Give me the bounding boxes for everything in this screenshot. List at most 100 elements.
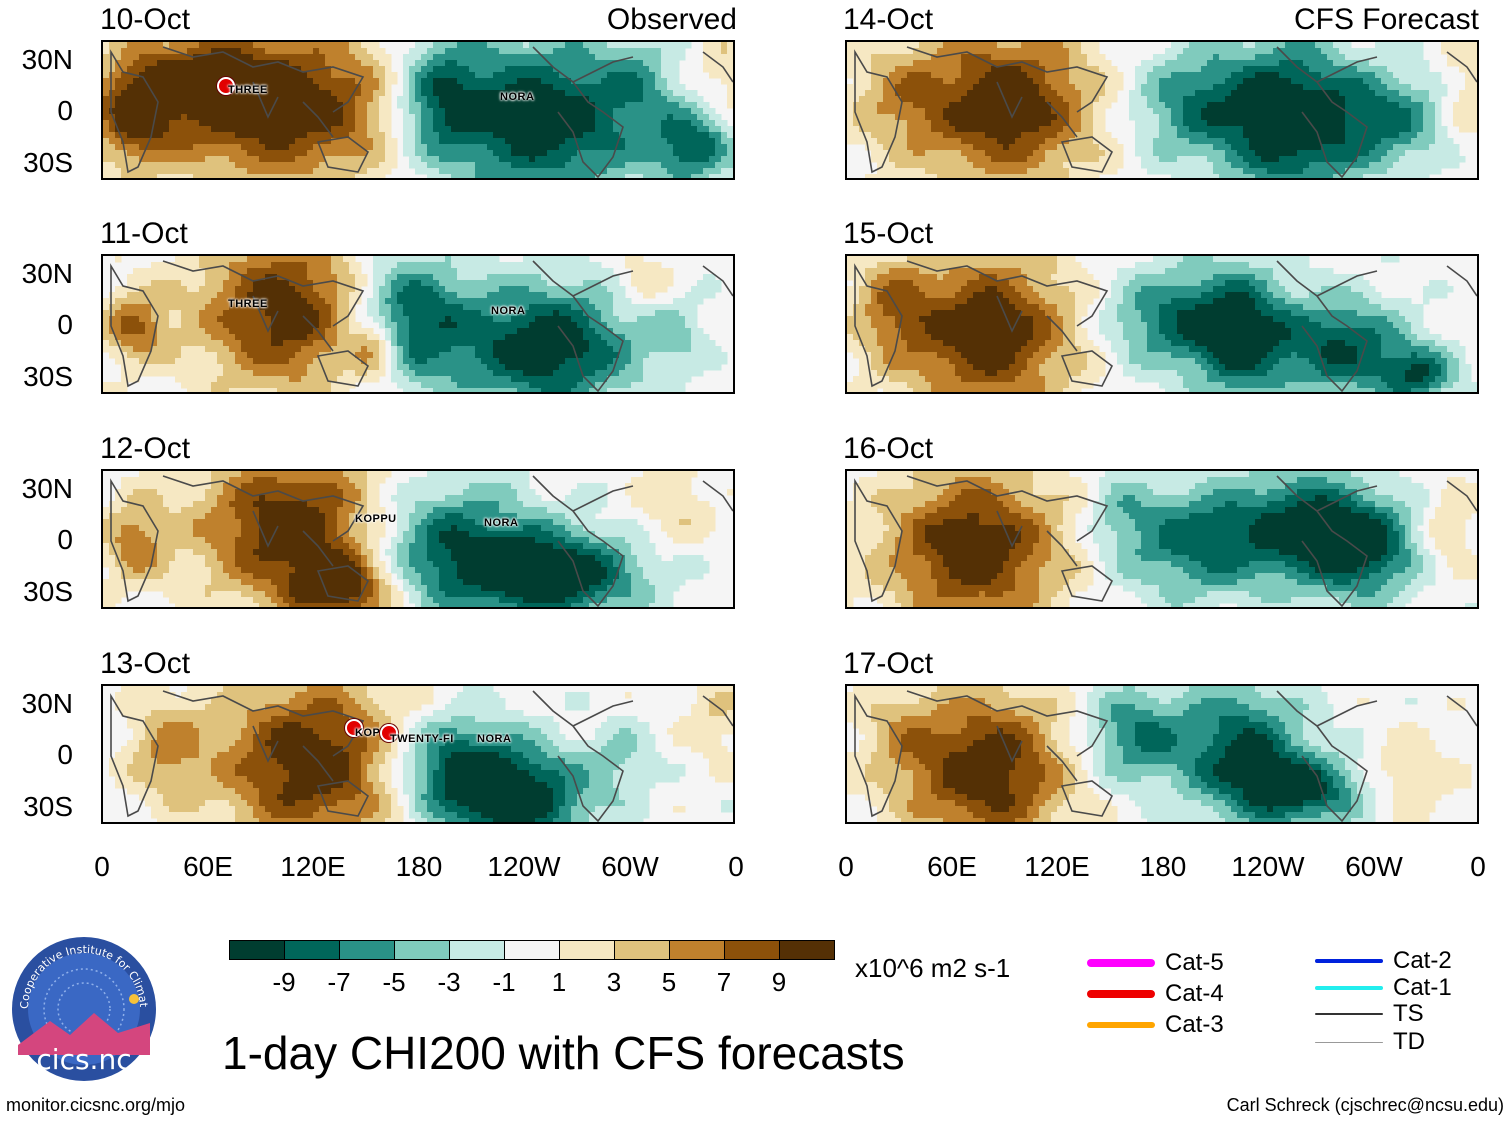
lon-label: 0 bbox=[1470, 851, 1486, 882]
coastline bbox=[1316, 700, 1378, 727]
coastline bbox=[1316, 270, 1378, 297]
coastline bbox=[532, 690, 624, 822]
colorbar-swatch bbox=[449, 940, 505, 960]
coastline bbox=[1276, 475, 1368, 607]
legend-line-cat-2 bbox=[1315, 959, 1383, 963]
lat-label: 30N bbox=[21, 688, 73, 719]
legend-label: Cat-3 bbox=[1165, 1011, 1224, 1038]
coastline bbox=[162, 46, 365, 113]
coastline bbox=[996, 725, 1023, 763]
coastline bbox=[532, 260, 624, 392]
panel-date-4: 13-Oct bbox=[100, 647, 191, 680]
lat-label: 30S bbox=[23, 361, 73, 392]
chi200-field bbox=[103, 686, 733, 822]
logo-text: cics.nc bbox=[36, 1043, 131, 1076]
coastline bbox=[252, 510, 279, 548]
lon-label: 0 bbox=[728, 851, 744, 882]
colorbar-swatch bbox=[229, 940, 285, 960]
coastline bbox=[252, 295, 279, 333]
coastline bbox=[702, 695, 733, 727]
footer-credit: Carl Schreck (cjschrec@ncsu.edu) bbox=[1226, 1095, 1504, 1115]
lon-label: 0 bbox=[94, 851, 110, 882]
coastline bbox=[906, 475, 1109, 542]
legend-label: Cat-1 bbox=[1393, 974, 1452, 1001]
coastline bbox=[302, 745, 334, 782]
storm-label: NORA bbox=[484, 517, 519, 529]
coastline bbox=[572, 270, 634, 297]
map-panel-5 bbox=[845, 40, 1479, 180]
coastline bbox=[702, 265, 733, 297]
legend-line-cat-4 bbox=[1087, 990, 1155, 998]
storm-marker-twenty-five bbox=[380, 724, 398, 742]
coastline bbox=[1446, 480, 1477, 512]
lon-label: 120W bbox=[487, 851, 561, 882]
coastline bbox=[1046, 315, 1078, 352]
chi200-field bbox=[847, 471, 1477, 607]
coastline bbox=[110, 693, 159, 818]
panel-date-1: 10-Oct bbox=[100, 3, 191, 36]
legend-line-cat-3 bbox=[1087, 1022, 1155, 1028]
lon-label: 60W bbox=[601, 851, 659, 882]
coastline bbox=[1446, 51, 1477, 83]
colorbar-label: 5 bbox=[661, 967, 677, 997]
coastline bbox=[1060, 136, 1114, 173]
legend-label: TD bbox=[1393, 1028, 1425, 1055]
coastline bbox=[1060, 565, 1114, 602]
chi200-field bbox=[103, 471, 733, 607]
map-panel-6 bbox=[845, 254, 1479, 394]
colorbar-units: x10^6 m2 s-1 bbox=[855, 953, 1011, 983]
panel-date-8: 17-Oct bbox=[843, 647, 934, 680]
map-panel-1 bbox=[101, 40, 735, 180]
colorbar-label: 1 bbox=[551, 967, 567, 997]
forecast-label: CFS Forecast bbox=[1293, 3, 1479, 36]
coastline bbox=[702, 480, 733, 512]
coastline bbox=[1446, 265, 1477, 297]
coastline bbox=[996, 295, 1023, 333]
legend-label: TS bbox=[1393, 1000, 1424, 1027]
coastline bbox=[316, 565, 370, 602]
map-panel-7 bbox=[845, 469, 1479, 609]
coastline bbox=[572, 485, 634, 512]
lat-label: 30N bbox=[21, 258, 73, 289]
lat-label: 0 bbox=[57, 95, 73, 126]
coastline bbox=[996, 510, 1023, 548]
coastline bbox=[1046, 101, 1078, 138]
map-panel-8 bbox=[845, 684, 1479, 824]
cics-logo: Cooperative Institute for Climate and Sa… bbox=[10, 935, 156, 1081]
chi200-field bbox=[103, 256, 733, 392]
lat-label: 30S bbox=[23, 576, 73, 607]
lon-label: 180 bbox=[1139, 851, 1187, 882]
coastline bbox=[1446, 695, 1477, 727]
coastline bbox=[854, 693, 903, 818]
map-panel-3 bbox=[101, 469, 735, 609]
legend-line-cat-1 bbox=[1315, 986, 1383, 990]
observed-label: Observed bbox=[606, 3, 737, 36]
panel-date-7: 16-Oct bbox=[843, 432, 934, 465]
lon-label: 120W bbox=[1231, 851, 1305, 882]
storm-label: NORA bbox=[477, 733, 512, 745]
coastline bbox=[702, 51, 733, 83]
coastline bbox=[302, 315, 334, 352]
coastline bbox=[162, 475, 365, 542]
coastline bbox=[162, 260, 365, 327]
legend-line-ts bbox=[1315, 1013, 1383, 1015]
panel-date-6: 15-Oct bbox=[843, 217, 934, 250]
colorbar-swatch bbox=[394, 940, 450, 960]
storm-label: THREE bbox=[228, 84, 268, 96]
coastline bbox=[316, 136, 370, 173]
lon-label: 60W bbox=[1345, 851, 1403, 882]
colorbar-swatch bbox=[779, 940, 835, 960]
colorbar-label: -7 bbox=[327, 967, 351, 997]
lat-label: 30S bbox=[23, 791, 73, 822]
coastline bbox=[1276, 260, 1368, 392]
chi200-field bbox=[847, 42, 1477, 178]
map-panel-2 bbox=[101, 254, 735, 394]
lon-label: 180 bbox=[395, 851, 443, 882]
lat-label: 0 bbox=[57, 739, 73, 770]
colorbar-swatch bbox=[669, 940, 725, 960]
coastline bbox=[906, 260, 1109, 327]
lon-label: 120E bbox=[1024, 851, 1090, 882]
colorbar-label: -5 bbox=[382, 967, 406, 997]
coastline bbox=[316, 780, 370, 817]
legend-label: Cat-4 bbox=[1165, 980, 1224, 1007]
